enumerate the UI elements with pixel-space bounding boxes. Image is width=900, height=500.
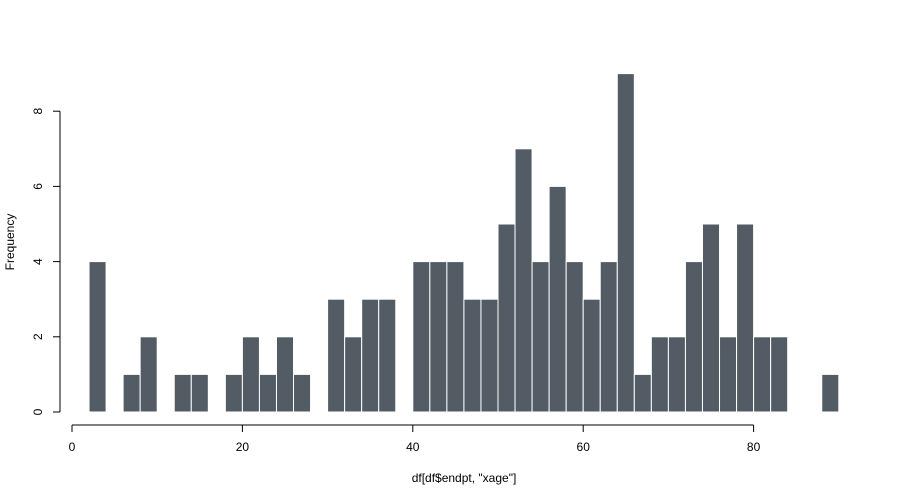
x-tick-label: 80 bbox=[747, 440, 761, 454]
x-tick-label: 20 bbox=[236, 440, 250, 454]
histogram-bar bbox=[770, 336, 789, 413]
histogram-bar bbox=[667, 336, 686, 413]
histogram-bar bbox=[139, 336, 158, 413]
histogram-bar bbox=[122, 373, 141, 413]
histogram-bar bbox=[616, 73, 635, 413]
histogram-bar bbox=[701, 223, 721, 413]
histogram-bar bbox=[582, 298, 601, 413]
histogram-bar bbox=[190, 373, 209, 413]
histogram-bar bbox=[753, 336, 772, 413]
x-tick-label: 0 bbox=[69, 440, 76, 454]
y-axis: 0 2 4 6 8 bbox=[31, 108, 61, 415]
x-axis-title: df[df$endpt, "xage"] bbox=[412, 471, 517, 485]
y-tick-label: 0 bbox=[31, 408, 45, 415]
histogram-bar bbox=[446, 261, 465, 413]
histogram-bar bbox=[344, 336, 363, 413]
y-tick-label: 6 bbox=[31, 183, 45, 190]
x-tick-label: 60 bbox=[577, 440, 591, 454]
histogram-bar bbox=[258, 373, 277, 413]
histogram-bar bbox=[719, 336, 738, 413]
histogram-bar bbox=[412, 261, 431, 413]
histogram-bar bbox=[173, 373, 192, 413]
histogram-bar bbox=[531, 261, 550, 413]
histogram-bar bbox=[361, 298, 380, 413]
histogram-bar bbox=[497, 223, 516, 413]
histogram-bar bbox=[599, 261, 618, 413]
y-tick-label: 8 bbox=[31, 108, 45, 115]
histogram-bar bbox=[684, 261, 703, 413]
x-axis: 0 20 40 60 80 bbox=[69, 424, 761, 454]
x-tick-label: 40 bbox=[406, 440, 420, 454]
histogram-bar bbox=[327, 298, 346, 413]
histogram-bar bbox=[463, 298, 482, 413]
histogram-bar bbox=[736, 223, 755, 413]
y-axis-title: Frequency bbox=[3, 214, 17, 271]
histogram-bar bbox=[514, 148, 533, 413]
histogram-bar bbox=[548, 185, 567, 413]
x-axis-ticks: 0 20 40 60 80 bbox=[69, 425, 761, 454]
y-tick-label: 4 bbox=[31, 258, 45, 265]
histogram-bar bbox=[565, 261, 584, 413]
histogram-bar bbox=[293, 373, 312, 413]
histogram-bar bbox=[821, 373, 840, 413]
y-tick-label: 2 bbox=[31, 333, 45, 340]
histogram-bars bbox=[88, 73, 840, 413]
histogram-bar bbox=[633, 373, 652, 413]
histogram-bar bbox=[88, 261, 107, 413]
histogram-bar bbox=[378, 298, 397, 413]
histogram-bar bbox=[224, 373, 243, 413]
histogram-bar bbox=[241, 336, 260, 413]
histogram-bar bbox=[429, 261, 448, 413]
histogram-bar bbox=[650, 336, 669, 413]
histogram-bar bbox=[275, 336, 295, 413]
histogram-bar bbox=[480, 298, 499, 413]
y-axis-ticks: 0 2 4 6 8 bbox=[31, 108, 60, 415]
